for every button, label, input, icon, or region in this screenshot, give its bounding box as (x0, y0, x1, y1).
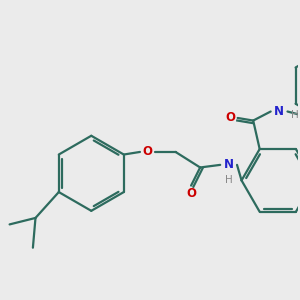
Text: O: O (225, 112, 235, 124)
Text: N: N (274, 105, 284, 118)
Text: N: N (224, 158, 234, 171)
Text: O: O (186, 187, 196, 200)
Text: O: O (142, 146, 152, 158)
Text: H: H (225, 176, 232, 185)
Text: H: H (291, 110, 298, 120)
